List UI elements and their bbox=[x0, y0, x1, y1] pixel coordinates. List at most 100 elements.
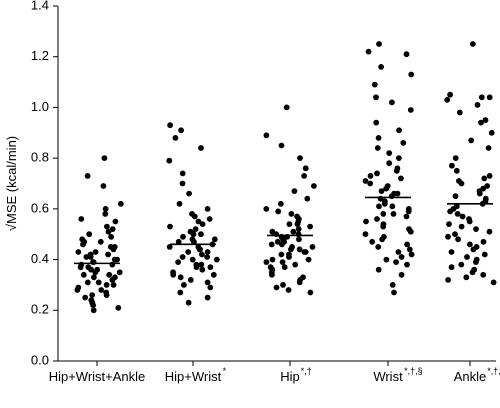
data-point bbox=[279, 241, 285, 248]
data-point bbox=[481, 251, 488, 258]
data-point bbox=[459, 213, 466, 220]
data-point bbox=[469, 269, 476, 276]
data-point bbox=[396, 155, 402, 162]
data-point bbox=[191, 238, 197, 245]
data-point bbox=[297, 155, 303, 162]
data-point bbox=[167, 122, 174, 129]
data-point bbox=[445, 233, 451, 240]
data-point bbox=[105, 251, 111, 258]
data-point bbox=[80, 241, 86, 248]
data-point bbox=[175, 259, 182, 265]
data-point bbox=[404, 241, 410, 248]
data-point bbox=[177, 274, 184, 281]
data-point bbox=[279, 259, 286, 265]
data-point bbox=[181, 282, 187, 288]
axes: 0.0 0.2 0.4 0.6 0.8 1.0 1.2 1.4 Hip+Wrist+Ankle H… bbox=[31, 0, 500, 384]
y-tick-label: 0.2 bbox=[31, 302, 49, 317]
data-point bbox=[263, 132, 270, 139]
data-point bbox=[407, 228, 414, 235]
data-point bbox=[398, 271, 405, 278]
x-tick-superscript: *,† bbox=[301, 366, 312, 376]
x-tick-label: Hip+Wrist bbox=[165, 369, 222, 384]
data-point bbox=[288, 246, 294, 253]
data-point bbox=[111, 256, 118, 263]
data-point bbox=[362, 178, 369, 184]
data-point bbox=[486, 228, 493, 235]
data-point bbox=[296, 236, 302, 243]
data-point bbox=[407, 107, 414, 113]
x-tick-superscript: *,†,§ bbox=[487, 366, 500, 376]
y-tick-label: 0.6 bbox=[31, 200, 49, 215]
data-point bbox=[268, 241, 275, 248]
y-tick-label: 0.0 bbox=[31, 352, 49, 367]
data-point bbox=[379, 236, 385, 243]
data-point bbox=[207, 264, 214, 271]
data-point bbox=[486, 173, 493, 179]
data-point bbox=[278, 142, 285, 149]
data-point bbox=[452, 193, 459, 200]
data-point bbox=[198, 145, 204, 151]
data-point bbox=[78, 216, 85, 222]
data-point bbox=[74, 287, 81, 293]
data-point bbox=[103, 292, 110, 298]
data-point bbox=[98, 287, 105, 293]
data-point bbox=[110, 282, 117, 288]
data-point bbox=[481, 175, 488, 182]
data-point bbox=[90, 307, 97, 314]
data-point bbox=[389, 99, 395, 106]
data-point bbox=[80, 271, 87, 278]
data-point bbox=[447, 91, 453, 98]
data-point bbox=[383, 256, 390, 263]
data-point bbox=[167, 223, 173, 230]
data-point bbox=[263, 259, 270, 265]
data-point bbox=[404, 261, 410, 268]
data-point bbox=[286, 221, 293, 228]
data-point bbox=[285, 287, 292, 293]
data-point bbox=[195, 218, 202, 225]
data-point bbox=[290, 228, 297, 235]
x-tick-label: Hip bbox=[280, 369, 300, 384]
x-tick-superscript: * bbox=[223, 366, 227, 376]
data-point bbox=[362, 231, 369, 238]
data-point bbox=[206, 216, 213, 222]
data-point bbox=[180, 233, 186, 240]
data-point bbox=[102, 211, 109, 217]
data-point bbox=[211, 236, 218, 243]
data-point bbox=[92, 249, 99, 255]
data-point bbox=[204, 294, 211, 301]
data-point bbox=[286, 254, 292, 260]
data-point bbox=[405, 208, 412, 215]
data-point bbox=[294, 221, 301, 228]
data-point bbox=[386, 150, 393, 157]
y-tick-label: 1.2 bbox=[31, 48, 49, 63]
data-point bbox=[311, 183, 317, 189]
data-point bbox=[363, 218, 369, 225]
data-point bbox=[378, 64, 384, 70]
y-tick-label: 1.4 bbox=[31, 0, 49, 12]
data-point bbox=[90, 302, 96, 309]
x-tick-label: Wrist bbox=[373, 369, 403, 384]
data-point bbox=[488, 129, 495, 136]
data-point bbox=[378, 188, 385, 195]
data-point bbox=[393, 167, 400, 174]
data-point bbox=[112, 218, 119, 225]
data-point bbox=[109, 277, 116, 283]
data-point bbox=[84, 279, 91, 286]
data-point bbox=[403, 213, 410, 220]
data-point bbox=[448, 264, 455, 271]
data-point bbox=[275, 208, 282, 215]
data-point bbox=[448, 249, 455, 255]
data-point bbox=[77, 264, 84, 271]
data-point bbox=[89, 292, 96, 298]
x-tick-label: Hip+Wrist+Ankle bbox=[49, 369, 146, 384]
data-point bbox=[307, 223, 313, 230]
data-point bbox=[458, 261, 465, 268]
x-tick-superscript: *,†,§ bbox=[404, 366, 423, 376]
data-point bbox=[177, 289, 184, 296]
data-point bbox=[466, 218, 473, 225]
data-point bbox=[396, 127, 402, 134]
data-point bbox=[447, 208, 453, 215]
data-point bbox=[470, 41, 476, 47]
data-point bbox=[445, 277, 451, 283]
